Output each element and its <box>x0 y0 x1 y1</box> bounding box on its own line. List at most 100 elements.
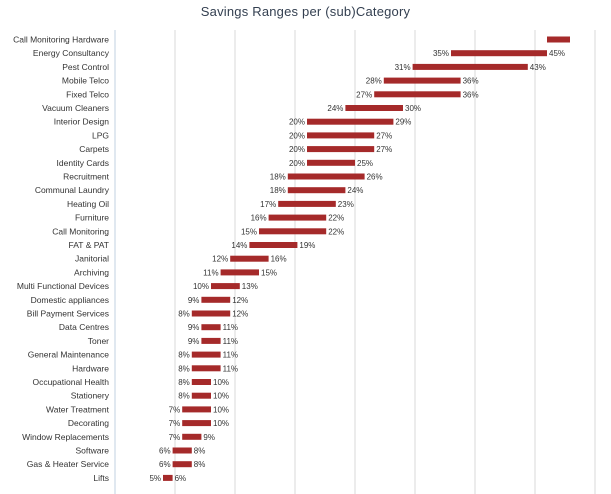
max-value-label: 22% <box>328 214 344 223</box>
range-bar <box>211 283 240 290</box>
min-value-label: 9% <box>188 323 200 332</box>
min-value-label: 8% <box>178 364 190 373</box>
min-value-label: 28% <box>366 77 382 86</box>
min-value-label: 8% <box>178 351 190 360</box>
range-bar <box>287 187 346 194</box>
max-value-label: 12% <box>232 310 248 319</box>
range-bar <box>307 146 375 153</box>
min-value-label: 8% <box>178 392 190 401</box>
max-value-label: 13% <box>242 282 258 291</box>
category-label: Hardware <box>72 363 109 373</box>
range-bar <box>182 420 211 427</box>
category-label: Call Monitoring Hardware <box>13 35 109 45</box>
category-label: Software <box>75 446 109 456</box>
max-value-label: 8% <box>194 447 206 456</box>
category-label: Mobile Telco <box>62 76 109 86</box>
max-value-label: 27% <box>376 145 392 154</box>
category-label: Furniture <box>75 213 109 223</box>
min-value-label: 8% <box>178 310 190 319</box>
max-value-label: 11% <box>223 351 238 360</box>
category-label: Lifts <box>93 473 109 483</box>
category-label: Recruitment <box>63 172 109 182</box>
range-bar <box>191 365 221 372</box>
bars <box>163 36 570 481</box>
range-bar <box>307 132 375 139</box>
range-bar <box>374 91 461 98</box>
min-value-label: 20% <box>289 118 305 127</box>
category-label: FAT & PAT <box>69 240 109 250</box>
range-bar <box>172 461 192 468</box>
category-label: Occupational Health <box>32 377 109 387</box>
category-label: Identity Cards <box>57 158 109 168</box>
category-label: Interior Design <box>54 117 110 127</box>
range-bar <box>307 118 394 125</box>
category-label: Call Monitoring <box>52 226 109 236</box>
max-value-label: 10% <box>213 419 229 428</box>
range-bar <box>345 105 403 111</box>
range-bar <box>268 214 327 221</box>
chart-title: Savings Ranges per (sub)Category <box>200 4 411 19</box>
category-label: Decorating <box>68 418 109 428</box>
max-value-label: 10% <box>213 405 229 414</box>
min-value-label: 6% <box>159 460 171 469</box>
max-value-label: 12% <box>232 296 248 305</box>
min-value-label: 24% <box>327 104 343 113</box>
range-bar <box>191 310 231 317</box>
range-bar <box>182 406 211 413</box>
min-value-label: 7% <box>169 419 181 428</box>
min-value-label: 12% <box>212 255 228 264</box>
category-label: Fixed Telco <box>66 89 109 99</box>
category-label: Energy Consultancy <box>33 48 110 58</box>
category-label: Toner <box>88 336 109 346</box>
min-value-label: 9% <box>188 296 200 305</box>
min-value-label: 18% <box>270 173 286 182</box>
max-value-label: 11% <box>223 337 238 346</box>
min-value-label: 20% <box>289 159 305 168</box>
max-value-label: 19% <box>299 241 315 250</box>
range-bar <box>412 63 528 70</box>
max-value-label: 11% <box>223 323 238 332</box>
range-bar <box>191 351 221 358</box>
max-value-label: 43% <box>530 63 546 72</box>
max-value-label: 8% <box>194 460 206 469</box>
max-value-label: 10% <box>213 392 229 401</box>
min-value-label: 15% <box>241 227 257 236</box>
range-bar <box>307 159 355 166</box>
max-value-label: 26% <box>367 173 383 182</box>
range-bar <box>259 228 327 235</box>
max-value-label: 29% <box>395 118 411 127</box>
range-bar <box>287 173 365 180</box>
max-value-label: 45% <box>549 49 565 58</box>
range-bar <box>383 77 461 84</box>
range-bar <box>230 255 269 262</box>
max-value-label: 22% <box>328 227 344 236</box>
min-value-label: 8% <box>178 378 190 387</box>
range-bar <box>451 50 547 57</box>
min-value-label: 20% <box>289 131 305 140</box>
category-label: Vacuum Cleaners <box>42 103 109 113</box>
max-value-label: 23% <box>338 200 354 209</box>
category-label: LPG <box>92 130 109 140</box>
min-value-label: 9% <box>188 337 200 346</box>
range-bar <box>201 324 221 331</box>
range-bar <box>201 337 221 344</box>
category-label: Domestic appliances <box>31 295 109 305</box>
category-label: Stationery <box>71 391 110 401</box>
min-value-label: 6% <box>159 447 171 456</box>
max-value-label: 27% <box>376 131 392 140</box>
category-label: Water Treatment <box>46 404 110 414</box>
category-label: Communal Laundry <box>35 185 110 195</box>
min-value-label: 31% <box>395 63 411 72</box>
max-value-label: 36% <box>463 90 479 99</box>
min-value-label: 5% <box>149 474 161 483</box>
min-value-label: 14% <box>231 241 247 250</box>
range-bar <box>172 447 192 454</box>
max-value-label: 16% <box>271 255 287 264</box>
category-label: Gas & Heater Service <box>27 459 109 469</box>
range-bar <box>201 296 231 303</box>
category-label: Window Replacements <box>22 432 109 442</box>
category-label: Carpets <box>79 144 109 154</box>
min-value-label: 20% <box>289 145 305 154</box>
max-value-label: 6% <box>175 474 187 483</box>
